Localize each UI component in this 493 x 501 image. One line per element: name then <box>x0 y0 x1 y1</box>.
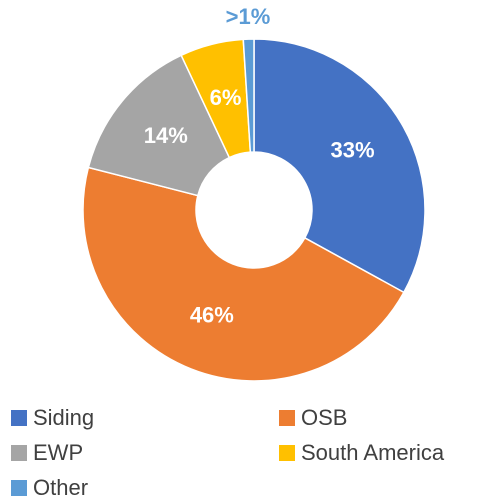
legend-swatch <box>279 445 295 461</box>
legend-label: EWP <box>33 440 83 465</box>
legend-label: Other <box>33 475 88 500</box>
legend-label: Siding <box>33 405 94 430</box>
donut-slice <box>82 166 405 382</box>
donut-slice <box>253 38 426 294</box>
data-label: >1% <box>226 4 271 29</box>
legend-label: OSB <box>301 405 347 430</box>
legend-swatch <box>11 410 27 426</box>
data-label: 6% <box>210 85 242 110</box>
legend-label: South America <box>301 440 445 465</box>
data-label: 33% <box>331 138 375 163</box>
data-label: 14% <box>144 123 188 148</box>
donut-slice <box>87 54 231 197</box>
legend-swatch <box>11 480 27 496</box>
donut-slice <box>242 38 255 153</box>
legend-swatch <box>11 445 27 461</box>
legend-swatch <box>279 410 295 426</box>
data-label: 46% <box>190 302 234 327</box>
